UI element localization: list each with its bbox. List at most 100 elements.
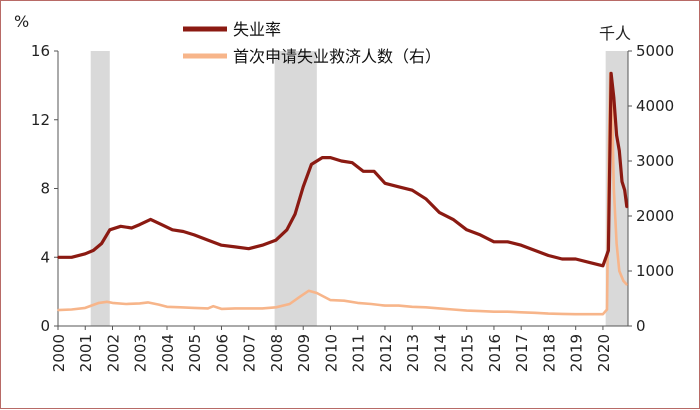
recession-shading-group [90,51,628,326]
x-tick-label-2007: 2007 [241,334,259,372]
x-tick-label-2008: 2008 [268,334,286,372]
series-0-point-33 [424,197,427,200]
series-1-point-3 [98,302,100,304]
series-1-point-5 [111,302,114,304]
series-0-point-0 [57,256,59,259]
series-1-point-9 [157,303,160,306]
series-1-point-13 [207,307,209,310]
series-1-point-20 [288,303,291,305]
series-0-point-35 [452,218,454,221]
series-1-point-40 [547,312,550,315]
series-1-point-24 [329,299,332,301]
series-0-point-53 [623,189,626,192]
series-0-point-5 [108,228,111,231]
left-tick-label-8: 8 [40,180,50,198]
series-1-point-27 [370,303,373,305]
series-0-point-47 [607,249,610,252]
series-0-point-15 [220,244,223,247]
series-0-point-29 [373,170,375,173]
series-line-1 [57,71,628,316]
x-tick-label-2006: 2006 [213,334,231,372]
series-1-point-16 [234,307,237,310]
series-0-point-30 [384,182,386,185]
x-tick-label-2013: 2013 [404,334,422,372]
series-0-point-9 [149,218,152,221]
series-1-point-41 [561,313,563,315]
series-1-point-6 [125,303,127,305]
series-0-point-41 [533,249,536,252]
series-1-point-11 [179,306,182,309]
series-0-point-43 [561,258,563,260]
x-tick-label-2002: 2002 [104,334,122,372]
series-1-point-43 [588,313,591,316]
series-0-point-52 [621,180,623,183]
series-1-point-26 [356,302,359,304]
series-0-point-39 [506,240,509,243]
x-tick-label-2020: 2020 [595,334,613,372]
series-1-point-37 [506,310,509,313]
x-tick-label-2010: 2010 [322,334,340,372]
series-0-point-4 [100,242,103,245]
series-0-point-51 [618,149,621,152]
series-0-point-17 [247,247,250,250]
series-1-point-39 [533,311,536,314]
recession-band-1 [274,51,317,326]
series-1-point-1 [70,308,73,311]
series-1-point-38 [520,311,523,314]
series-1-point-17 [247,307,250,310]
legend-label-unemployment: 失业率 [233,20,281,39]
series-0-point-12 [182,230,185,233]
series-0-point-26 [340,160,343,162]
left-tick-label-12: 12 [31,111,50,129]
series-1-point-51 [618,270,621,272]
series-1-point-31 [424,306,427,309]
legend: 失业率 首次申请失业救济人数（右） [183,20,441,66]
left-tick-label-4: 4 [40,248,50,266]
right-axis-unit: 千人 [599,24,631,43]
series-0-point-27 [351,161,354,164]
series-1-point-23 [315,292,318,294]
x-tick-label-2000: 2000 [50,334,68,372]
series-0-point-2 [84,252,87,255]
series-1-point-33 [452,308,454,311]
x-tick-label-2014: 2014 [431,334,449,372]
x-tick-label-2015: 2015 [459,334,477,372]
series-0-point-11 [171,228,174,231]
series-0-point-19 [275,239,277,242]
x-tick-label-2009: 2009 [295,334,313,372]
series-0-point-13 [193,234,196,236]
series-0-point-14 [207,239,209,242]
series-0-point-36 [465,228,468,231]
right-tick-label-4000: 4000 [636,97,674,115]
series-0-point-22 [302,185,305,188]
x-tick-label-2005: 2005 [186,334,204,372]
series-1-point-14 [212,305,215,308]
series-0-point-31 [397,185,400,188]
left-tick-label-16: 16 [31,42,50,60]
x-tick-label-2011: 2011 [350,334,368,372]
x-tick-label-2003: 2003 [132,334,150,372]
series-0-point-18 [261,244,264,247]
series-0-point-34 [438,211,441,214]
series-0-point-7 [130,227,133,229]
x-tick-label-2017: 2017 [513,334,531,372]
series-1-point-50 [615,242,618,245]
series-0-point-45 [588,261,591,264]
series-0-point-46 [602,264,604,267]
x-tick-label-2019: 2019 [568,334,586,372]
series-1-point-42 [574,313,577,316]
series-lines-group [57,71,629,316]
series-1-point-7 [138,302,141,305]
series-1-point-8 [147,301,149,304]
right-tick-label-3000: 3000 [636,152,674,170]
series-0-point-3 [92,249,95,252]
series-0-point-6 [119,225,122,228]
series-0-point-28 [362,170,365,173]
series-0-point-25 [329,156,332,159]
series-1-point-28 [384,304,386,307]
series-1-point-0 [57,309,59,311]
series-1-point-30 [411,305,414,308]
series-line-0 [58,71,629,268]
